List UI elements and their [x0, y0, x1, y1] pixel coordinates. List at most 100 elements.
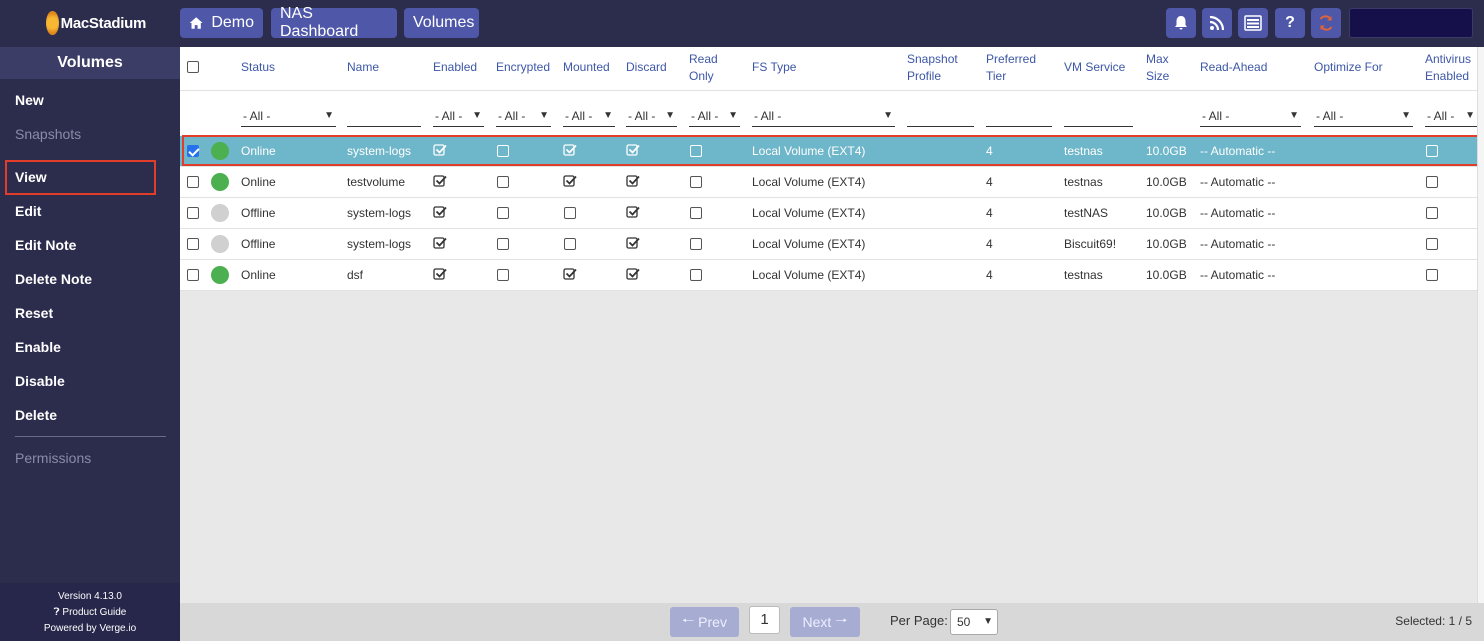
max-size: 10.0GB [1146, 206, 1187, 220]
header-read-ahead[interactable]: Read-Ahead [1200, 60, 1268, 74]
row-select-checkbox[interactable] [187, 145, 199, 157]
table-row[interactable]: Online system-logs Local Volume (EXT4) 4 tes… [180, 136, 1477, 167]
sidebar-item-edit[interactable]: Edit [15, 203, 42, 219]
table-row[interactable]: Online testvolume Local Volume (EXT4) 4 test… [180, 167, 1477, 198]
preferred-tier: 4 [986, 268, 993, 282]
selected-count: Selected: 1 / 5 [1395, 614, 1472, 628]
enabled-filter-select[interactable]: - All - ▼ [433, 105, 484, 127]
sidebar-item-permissions: Permissions [15, 450, 92, 466]
per-page-select[interactable]: 50 ▼ [950, 609, 998, 635]
table-row[interactable]: Online dsf Local Volume (EXT4) 4 testnas 10.0… [180, 260, 1477, 291]
table-header: Status Name Enabled Encrypted Mounted Di… [180, 47, 1477, 90]
sidebar-item-view[interactable]: View [15, 169, 47, 185]
header-discard[interactable]: Discard [626, 60, 667, 74]
mounted-filter-select[interactable]: - All - ▼ [563, 105, 615, 127]
snapshot-profile-filter-input[interactable] [907, 105, 974, 127]
discard-check-icon [626, 143, 640, 157]
read-ahead-filter-select[interactable]: - All - ▼ [1200, 105, 1301, 127]
preferred-tier-filter-input[interactable] [986, 105, 1052, 127]
prev-page-button[interactable]: 🠐︎ Prev [670, 607, 739, 637]
antivirus-filter-select[interactable]: - All - ▼ [1425, 105, 1477, 127]
sidebar-item-delete[interactable]: Delete [15, 407, 58, 423]
preferred-tier: 4 [986, 237, 993, 251]
powered-by-text: Powered by Verge.io [43, 623, 137, 634]
fs-type: Local Volume (EXT4) [752, 237, 866, 251]
row-select-checkbox[interactable] [187, 269, 199, 281]
question-circle-icon: ❓︎ [53, 607, 63, 618]
breadcrumb-nas-dashboard[interactable]: NAS Dashboard [271, 5, 397, 40]
global-search-input[interactable] [1349, 8, 1473, 38]
mounted-unchecked-icon [564, 207, 576, 219]
chevron-down-icon: ▼ [324, 110, 334, 121]
header-preferred-tier[interactable]: Preferred Tier [986, 51, 1036, 85]
next-page-button[interactable]: Next 🠒︎ [790, 607, 860, 637]
breadcrumb-label: Volumes [413, 14, 475, 31]
current-page-input[interactable]: 1 [749, 606, 780, 634]
sidebar-item-delete-note[interactable]: Delete Note [15, 271, 93, 287]
rss-button[interactable] [1202, 8, 1232, 38]
header-vm-service[interactable]: VM Service [1064, 60, 1126, 74]
name-filter-input[interactable] [347, 105, 421, 127]
read-ahead: -- Automatic -- [1200, 268, 1276, 282]
optimize-for-filter-select[interactable]: - All - ▼ [1314, 105, 1413, 127]
header-optimize-for[interactable]: Optimize For [1314, 60, 1383, 74]
header-read-only[interactable]: Read Only [689, 51, 718, 85]
status-dot-icon [211, 204, 229, 222]
table-row[interactable]: Offline system-logs Local Volume (EXT4) 4 te… [180, 198, 1477, 229]
read-only-filter-select[interactable]: - All - ▼ [689, 105, 740, 127]
header-status[interactable]: Status [241, 60, 276, 74]
fs-type-filter-select[interactable]: - All - ▼ [752, 105, 895, 127]
row-select-checkbox[interactable] [187, 176, 199, 188]
notifications-button[interactable] [1166, 8, 1196, 38]
home-icon [189, 17, 203, 29]
row-select-checkbox[interactable] [187, 238, 199, 250]
encrypted-unchecked-icon [497, 207, 509, 219]
encrypted-filter-select[interactable]: - All - ▼ [496, 105, 551, 127]
table-row[interactable]: Offline system-logs Local Volume (EXT4) 4 Bi… [180, 229, 1477, 260]
header-antivirus-enabled[interactable]: Antivirus Enabled [1425, 51, 1471, 85]
breadcrumb-demo[interactable]: Demo [180, 8, 263, 38]
row-select-checkbox[interactable] [187, 207, 199, 219]
help-button[interactable]: ? [1275, 8, 1305, 38]
header-mounted[interactable]: Mounted [563, 60, 610, 74]
header-fs-type[interactable]: FS Type [752, 60, 797, 74]
discard-filter-select[interactable]: - All - ▼ [626, 105, 677, 127]
list-icon [1244, 15, 1262, 31]
vertical-scrollbar[interactable] [1477, 47, 1484, 603]
read-ahead: -- Automatic -- [1200, 144, 1276, 158]
refresh-button[interactable] [1311, 8, 1341, 38]
header-name[interactable]: Name [347, 60, 380, 74]
product-guide-link[interactable]: ❓︎ Product Guide [0, 605, 180, 621]
volume-name: system-logs [347, 144, 412, 158]
per-page-value: 50 [957, 615, 971, 629]
discard-check-icon [626, 174, 640, 188]
vm-service: testnas [1064, 175, 1103, 189]
logo-text: MacStadium [60, 14, 147, 32]
breadcrumb-volumes[interactable]: Volumes [404, 8, 479, 38]
sidebar-item-new[interactable]: New [15, 92, 44, 108]
discard-check-icon [626, 267, 640, 281]
refresh-icon [1319, 15, 1333, 31]
breadcrumb-label: NAS Dashboard [280, 5, 359, 40]
macstadium-logo[interactable]: MacStadium [46, 8, 146, 38]
status-filter-select[interactable]: - All - ▼ [241, 105, 336, 127]
header-snapshot-profile[interactable]: Snapshot Profile [907, 51, 958, 85]
sidebar-item-edit-note[interactable]: Edit Note [15, 237, 77, 253]
vm-service-filter-input[interactable] [1064, 105, 1133, 127]
preferred-tier: 4 [986, 144, 993, 158]
header-encrypted[interactable]: Encrypted [496, 60, 551, 74]
volume-name: testvolume [347, 175, 406, 189]
enabled-check-icon [433, 174, 447, 188]
tasks-button[interactable] [1238, 8, 1268, 38]
header-max-size[interactable]: Max Size [1146, 51, 1169, 85]
chevron-down-icon: ▼ [728, 110, 738, 121]
sidebar-item-reset[interactable]: Reset [15, 305, 54, 321]
chevron-down-icon: ▼ [603, 110, 613, 121]
fs-type: Local Volume (EXT4) [752, 175, 866, 189]
sidebar-item-disable[interactable]: Disable [15, 373, 65, 389]
filter-value: - All - [1316, 109, 1344, 123]
select-all-checkbox[interactable] [187, 61, 199, 73]
header-enabled[interactable]: Enabled [433, 60, 478, 74]
sidebar-item-enable[interactable]: Enable [15, 339, 61, 355]
encrypted-unchecked-icon [497, 238, 509, 250]
